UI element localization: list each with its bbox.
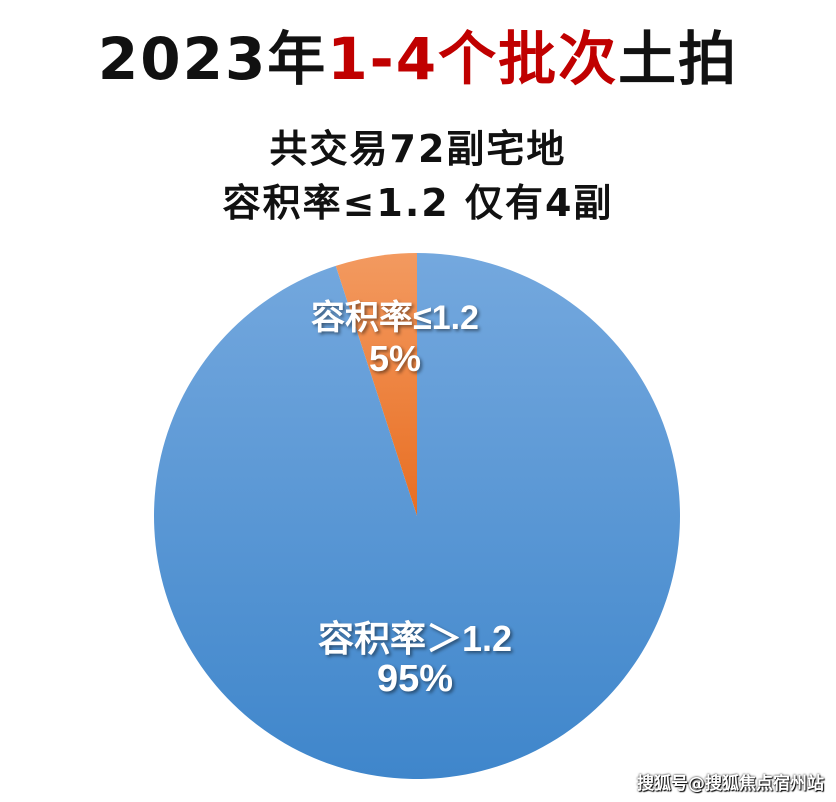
slice-label-large-value: 95% xyxy=(376,658,454,700)
subtitle-line1: 共交易72副宅地 xyxy=(269,127,567,171)
chart-title: 2023年1-4个批次土拍 xyxy=(0,12,836,96)
slice-label-small-value: 5% xyxy=(368,338,422,379)
title-suffix: 土拍 xyxy=(618,25,739,93)
slice-label-small-name: 容积率≤1.2 xyxy=(311,299,479,337)
slice-label-large-name: 容积率＞1.2 xyxy=(317,618,513,659)
title-highlight: 1-4个批次 xyxy=(327,25,619,93)
pie-slice-2 xyxy=(153,253,680,779)
pie-slice-1 xyxy=(335,253,417,516)
subtitle-line2: 容积率≤1.2 仅有4副 xyxy=(222,181,614,225)
watermark: 搜狐号@搜狐焦点宿州站 xyxy=(637,774,824,794)
title-prefix: 2023年 xyxy=(97,25,328,93)
